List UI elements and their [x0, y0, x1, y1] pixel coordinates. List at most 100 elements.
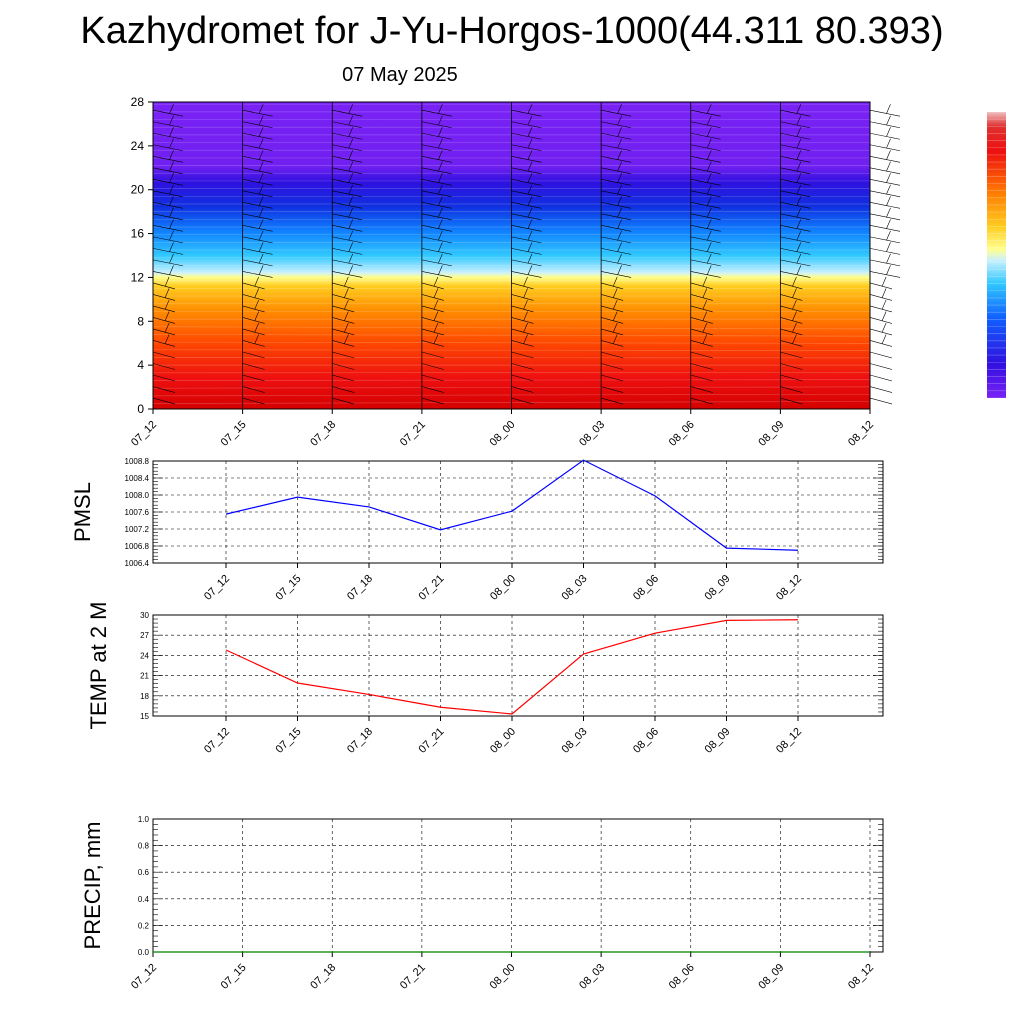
- wind-barb: [690, 317, 713, 324]
- wind-barb: [601, 121, 632, 129]
- wind-barb-flag: [706, 104, 712, 114]
- y-tick-label: 1006.4: [125, 559, 150, 568]
- x-tick-label: 07_18: [308, 419, 338, 449]
- wind-barb: [242, 271, 273, 278]
- wind-barb-flag: [796, 230, 802, 241]
- wind-barb-flag: [796, 196, 802, 206]
- wind-barb: [421, 259, 452, 267]
- chart-date: 07 May 2025: [342, 64, 458, 86]
- wind-barb: [421, 374, 444, 382]
- x-tick-label: 08_00: [488, 573, 518, 603]
- wind-barb-flag: [344, 299, 349, 310]
- wind-barb-flag: [886, 104, 891, 114]
- wind-barb-flag: [617, 150, 622, 160]
- wind-barb: [152, 248, 184, 255]
- x-tick-label: 08_09: [703, 573, 733, 603]
- wind-barb-flag: [438, 219, 443, 229]
- x-tick-label: 07_18: [308, 962, 338, 992]
- wind-barb: [332, 121, 363, 129]
- wind-barb: [869, 155, 901, 163]
- wind-barb: [869, 374, 893, 382]
- wind-barb: [601, 374, 624, 382]
- wind-barb: [242, 225, 273, 232]
- wind-barb: [421, 144, 452, 152]
- wind-barb: [511, 132, 542, 140]
- wind-barb: [690, 328, 713, 336]
- wind-barb: [421, 328, 444, 336]
- cross-section-y-axis: 0 4 8 12 16 20 24 28: [131, 95, 153, 416]
- wind-barb-flag: [433, 288, 439, 298]
- wind-barb: [242, 121, 273, 129]
- wind-barb: [780, 155, 811, 163]
- wind-barb: [869, 248, 901, 255]
- wind-barb: [601, 397, 624, 405]
- wind-barb: [601, 340, 624, 347]
- x-tick-label: 08_09: [756, 962, 786, 992]
- wind-barb: [421, 155, 452, 163]
- wind-barb: [690, 374, 713, 382]
- wind-barb-flag: [702, 299, 708, 310]
- y-tick-label: 1008.4: [125, 474, 150, 483]
- wind-barb-flag: [527, 196, 533, 206]
- x-tick-label: 07_21: [398, 962, 428, 992]
- wind-barb: [332, 144, 363, 152]
- wind-barb-flag: [527, 265, 533, 275]
- wind-barb-flag: [169, 150, 174, 160]
- wind-barb: [421, 271, 452, 278]
- wind-barb: [242, 144, 273, 152]
- wind-barb-flag: [169, 265, 174, 275]
- wind-barb: [332, 155, 363, 163]
- wind-barb: [242, 294, 265, 301]
- wind-barb: [511, 340, 534, 347]
- wind-barb: [511, 271, 542, 278]
- wind-barb-flag: [527, 184, 533, 195]
- wind-barb-flag: [433, 334, 439, 344]
- wind-barb-flag: [438, 173, 443, 183]
- plot-frame: [152, 818, 884, 953]
- wind-barb: [780, 282, 803, 290]
- wind-barb-flag: [258, 265, 264, 275]
- wind-barb: [511, 317, 534, 324]
- wind-barb: [511, 167, 542, 175]
- wind-barb-flag: [617, 184, 622, 195]
- y-tick-label: 1008.0: [125, 491, 150, 500]
- wind-barb: [152, 213, 184, 221]
- wind-barb-flag: [706, 161, 712, 172]
- wind-barb: [152, 351, 176, 359]
- wind-barb-flag: [348, 219, 354, 229]
- wind-barb: [421, 248, 452, 255]
- wind-barb: [690, 109, 721, 117]
- wind-barb-flag: [523, 322, 528, 333]
- wind-barb: [869, 259, 901, 267]
- wind-barb-flag: [258, 242, 264, 252]
- wind-barb: [152, 305, 176, 313]
- wind-barb-flag: [612, 311, 618, 321]
- wind-barb-flag: [254, 334, 260, 344]
- wind-barb: [780, 236, 811, 244]
- y-tick-label: 1.0: [138, 815, 150, 824]
- wind-barb: [780, 294, 803, 301]
- wind-barb: [152, 282, 176, 290]
- wind-barb-flag: [169, 173, 174, 183]
- wind-barb: [869, 363, 893, 370]
- wind-barb: [152, 225, 184, 232]
- wind-barb: [332, 397, 355, 405]
- x-tick-label: 07_18: [345, 573, 375, 603]
- wind-barb: [242, 317, 265, 324]
- wind-barb-flag: [527, 173, 533, 183]
- wind-barb: [242, 340, 265, 347]
- wind-barb-flag: [796, 150, 802, 160]
- x-tick-label: 08_12: [774, 573, 804, 603]
- wind-barb-flag: [164, 288, 170, 298]
- wind-barb: [780, 132, 811, 140]
- wind-barb: [780, 271, 811, 278]
- wind-barb: [780, 374, 803, 382]
- x-tick-label: 07_21: [398, 419, 428, 449]
- wind-barb-flag: [706, 127, 712, 137]
- pmsl-panel: 1006.4 1006.8 1007.2 1007.6 1008.0 1008.4 1008…: [70, 457, 884, 603]
- wind-barb-flag: [886, 230, 891, 241]
- y-axis-label: PRECIP, mm: [80, 822, 105, 950]
- wind-barb: [332, 363, 355, 370]
- wind-barb: [152, 132, 184, 140]
- wind-barb-flag: [706, 207, 712, 218]
